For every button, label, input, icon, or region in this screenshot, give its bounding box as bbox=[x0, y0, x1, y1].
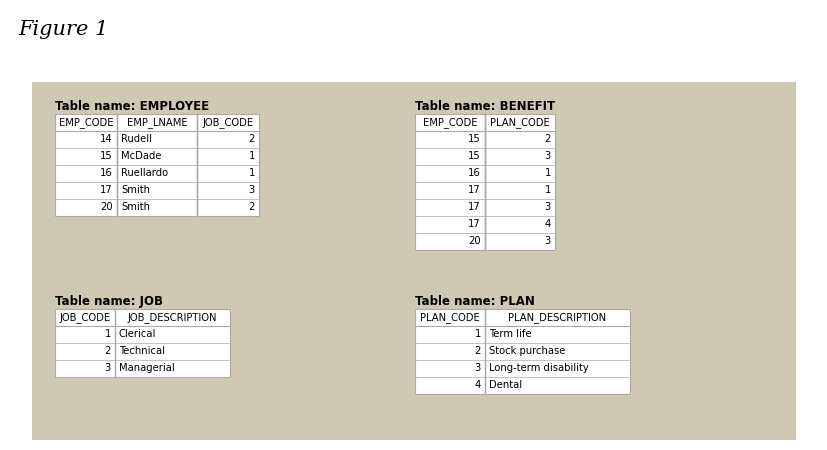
Text: 3: 3 bbox=[544, 202, 550, 212]
Text: 16: 16 bbox=[100, 168, 112, 178]
Text: 17: 17 bbox=[468, 219, 480, 229]
Text: 14: 14 bbox=[100, 134, 112, 144]
Text: Rudell: Rudell bbox=[121, 134, 152, 144]
Text: PLAN_CODE: PLAN_CODE bbox=[419, 312, 480, 323]
Text: Ruellardo: Ruellardo bbox=[121, 168, 168, 178]
Text: 1: 1 bbox=[248, 168, 255, 178]
Text: McDade: McDade bbox=[121, 151, 161, 161]
Text: 2: 2 bbox=[474, 346, 480, 356]
Text: Technical: Technical bbox=[119, 346, 165, 356]
Text: 3: 3 bbox=[544, 151, 550, 161]
Text: 1: 1 bbox=[544, 185, 550, 195]
Text: EMP_CODE: EMP_CODE bbox=[423, 117, 476, 127]
Text: 1: 1 bbox=[248, 151, 255, 161]
Text: 4: 4 bbox=[544, 219, 550, 229]
Text: 4: 4 bbox=[474, 380, 480, 390]
Text: JOB_CODE: JOB_CODE bbox=[60, 312, 111, 323]
Text: 1: 1 bbox=[474, 329, 480, 339]
Text: Table name: PLAN: Table name: PLAN bbox=[414, 295, 534, 308]
Text: 3: 3 bbox=[248, 185, 255, 195]
Bar bbox=[414, 113, 554, 250]
Text: 1: 1 bbox=[544, 168, 550, 178]
Text: Term life: Term life bbox=[489, 329, 531, 339]
Text: Long-term disability: Long-term disability bbox=[489, 363, 588, 373]
Text: 1: 1 bbox=[104, 329, 111, 339]
Text: 16: 16 bbox=[468, 168, 480, 178]
Text: Clerical: Clerical bbox=[119, 329, 156, 339]
Text: 2: 2 bbox=[248, 202, 255, 212]
Bar bbox=[55, 309, 230, 377]
Text: EMP_LNAME: EMP_LNAME bbox=[127, 117, 187, 127]
Text: Managerial: Managerial bbox=[119, 363, 174, 373]
Text: 3: 3 bbox=[544, 236, 550, 246]
Text: Dental: Dental bbox=[489, 380, 522, 390]
Text: 15: 15 bbox=[468, 151, 480, 161]
Text: EMP_CODE: EMP_CODE bbox=[59, 117, 113, 127]
Text: JOB_CODE: JOB_CODE bbox=[202, 117, 253, 127]
Text: Smith: Smith bbox=[121, 185, 150, 195]
Text: 15: 15 bbox=[468, 134, 480, 144]
Text: 3: 3 bbox=[105, 363, 111, 373]
Bar bbox=[55, 113, 259, 216]
Text: Table name: EMPLOYEE: Table name: EMPLOYEE bbox=[55, 100, 209, 113]
Text: JOB_DESCRIPTION: JOB_DESCRIPTION bbox=[127, 312, 217, 323]
Text: 17: 17 bbox=[468, 185, 480, 195]
Text: Stock purchase: Stock purchase bbox=[489, 346, 565, 356]
Text: Table name: JOB: Table name: JOB bbox=[55, 295, 163, 308]
Text: 17: 17 bbox=[100, 185, 112, 195]
Text: 17: 17 bbox=[468, 202, 480, 212]
Text: 2: 2 bbox=[104, 346, 111, 356]
Text: 2: 2 bbox=[248, 134, 255, 144]
Text: 3: 3 bbox=[474, 363, 480, 373]
Text: PLAN_CODE: PLAN_CODE bbox=[490, 117, 549, 127]
Text: PLAN_DESCRIPTION: PLAN_DESCRIPTION bbox=[508, 312, 606, 323]
Text: Table name: BENEFIT: Table name: BENEFIT bbox=[414, 100, 554, 113]
Bar bbox=[414, 309, 629, 394]
Text: 20: 20 bbox=[468, 236, 480, 246]
Text: Figure 1: Figure 1 bbox=[18, 20, 108, 39]
Text: 20: 20 bbox=[100, 202, 112, 212]
Bar bbox=[32, 82, 795, 440]
Text: 2: 2 bbox=[544, 134, 550, 144]
Text: 15: 15 bbox=[100, 151, 112, 161]
Text: Smith: Smith bbox=[121, 202, 150, 212]
